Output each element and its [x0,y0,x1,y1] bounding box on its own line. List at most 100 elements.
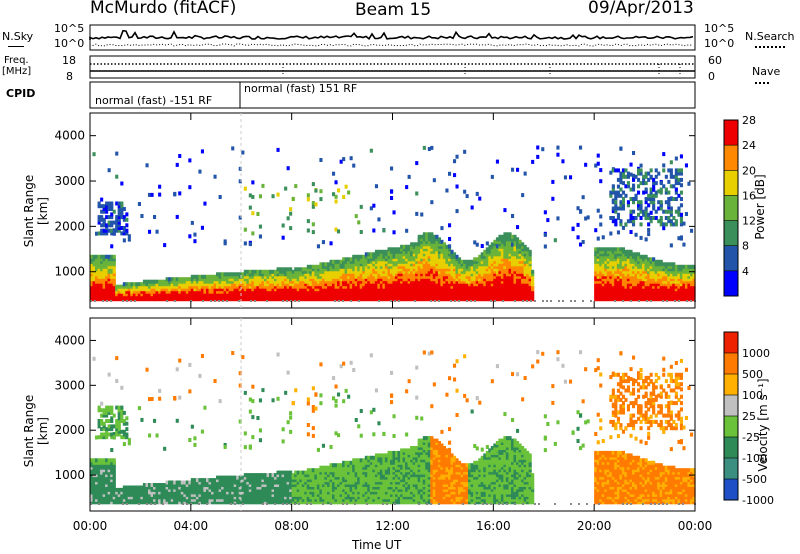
power-cell [488,284,492,289]
power-cell [674,197,678,201]
power-cell [226,294,230,299]
power-cell [647,282,651,287]
power-cell [248,292,252,297]
power-cell [690,287,694,292]
power-cell [465,267,469,272]
power-cell [390,196,394,200]
power-cell [463,189,467,194]
velocity-cell [90,492,94,497]
power-cell [669,274,673,279]
power-cell [379,272,383,277]
power-cell [657,267,661,272]
velocity-cell [97,470,101,475]
power-cell [284,294,288,299]
power-cell [344,287,348,292]
power-cell [102,282,106,287]
power-cell [453,254,457,259]
power-cell [362,264,366,269]
power-cell [478,279,482,284]
power-cell [647,193,651,198]
power-cell [367,287,371,292]
power-cell [599,282,603,287]
power-cell [221,287,225,292]
power-cell [606,247,610,252]
power-cell [473,267,477,272]
power-cell [609,297,613,302]
power-cell [390,269,394,274]
power-ground-cell [350,300,352,302]
power-cell [626,181,630,186]
velocity-cell [107,458,111,463]
velocity-cell [216,492,220,497]
power-cell [198,279,202,284]
power-cell [286,272,290,277]
velocity-cell [236,475,240,480]
power-cell [392,284,396,289]
velocity-cell [112,497,116,502]
power-cell [294,292,298,297]
power-cell [271,194,275,199]
power-cell [112,257,116,262]
power-cell [309,274,313,279]
power-cell [664,279,668,284]
power-cell [629,284,633,289]
power-cell [390,277,394,282]
power-cell [110,228,114,233]
power-cell [233,272,237,277]
power-cell [437,242,441,247]
power-cell [379,259,383,264]
velocity-cell [180,495,184,500]
power-cell [339,269,343,274]
velocity-cell [178,497,182,502]
power-cell [521,297,525,302]
velocity-cell [238,487,242,492]
power-cell [445,269,449,274]
power-cell [105,292,109,297]
power-cell [269,279,273,284]
power-cell [90,267,94,272]
power-cell [442,252,446,257]
power-ground-cell [254,300,256,302]
power-cell [518,287,522,292]
power-cell [483,279,487,284]
power-cell [543,232,547,237]
power-cell [233,294,237,299]
velocity-cell [243,500,247,505]
power-cell [327,267,331,272]
power-cell [90,254,94,259]
power-cell [445,277,449,282]
power-cell [417,262,421,267]
power-cell [516,225,520,230]
velocity-cell [208,492,212,497]
power-cell [100,217,104,222]
power-cell [102,254,106,259]
velocity-cell [185,492,189,497]
power-cell [490,262,494,267]
power-cell [435,267,439,272]
power-cell [251,195,255,199]
power-cell [90,279,94,284]
power-cell [435,279,439,284]
velocity-cell [110,492,114,497]
power-cell [624,289,628,294]
velocity-cell [92,470,96,475]
power-cell [158,284,162,289]
power-cell [523,257,527,262]
power-cell [508,262,512,267]
power-cell [500,297,504,302]
power-cell [324,272,328,277]
power-cell [440,254,444,259]
power-cell [616,168,620,173]
power-cell [420,282,424,287]
nave-tick-high: 60 [708,54,722,67]
power-cell [102,207,106,211]
power-cell [276,284,280,289]
power-cell [654,259,658,264]
power-cell [178,297,182,302]
velocity-cell [132,490,136,495]
velocity-cell [203,405,207,410]
power-cell [672,287,676,292]
power-cell [316,294,320,299]
power-cell [523,287,527,292]
power-cell [674,177,678,182]
